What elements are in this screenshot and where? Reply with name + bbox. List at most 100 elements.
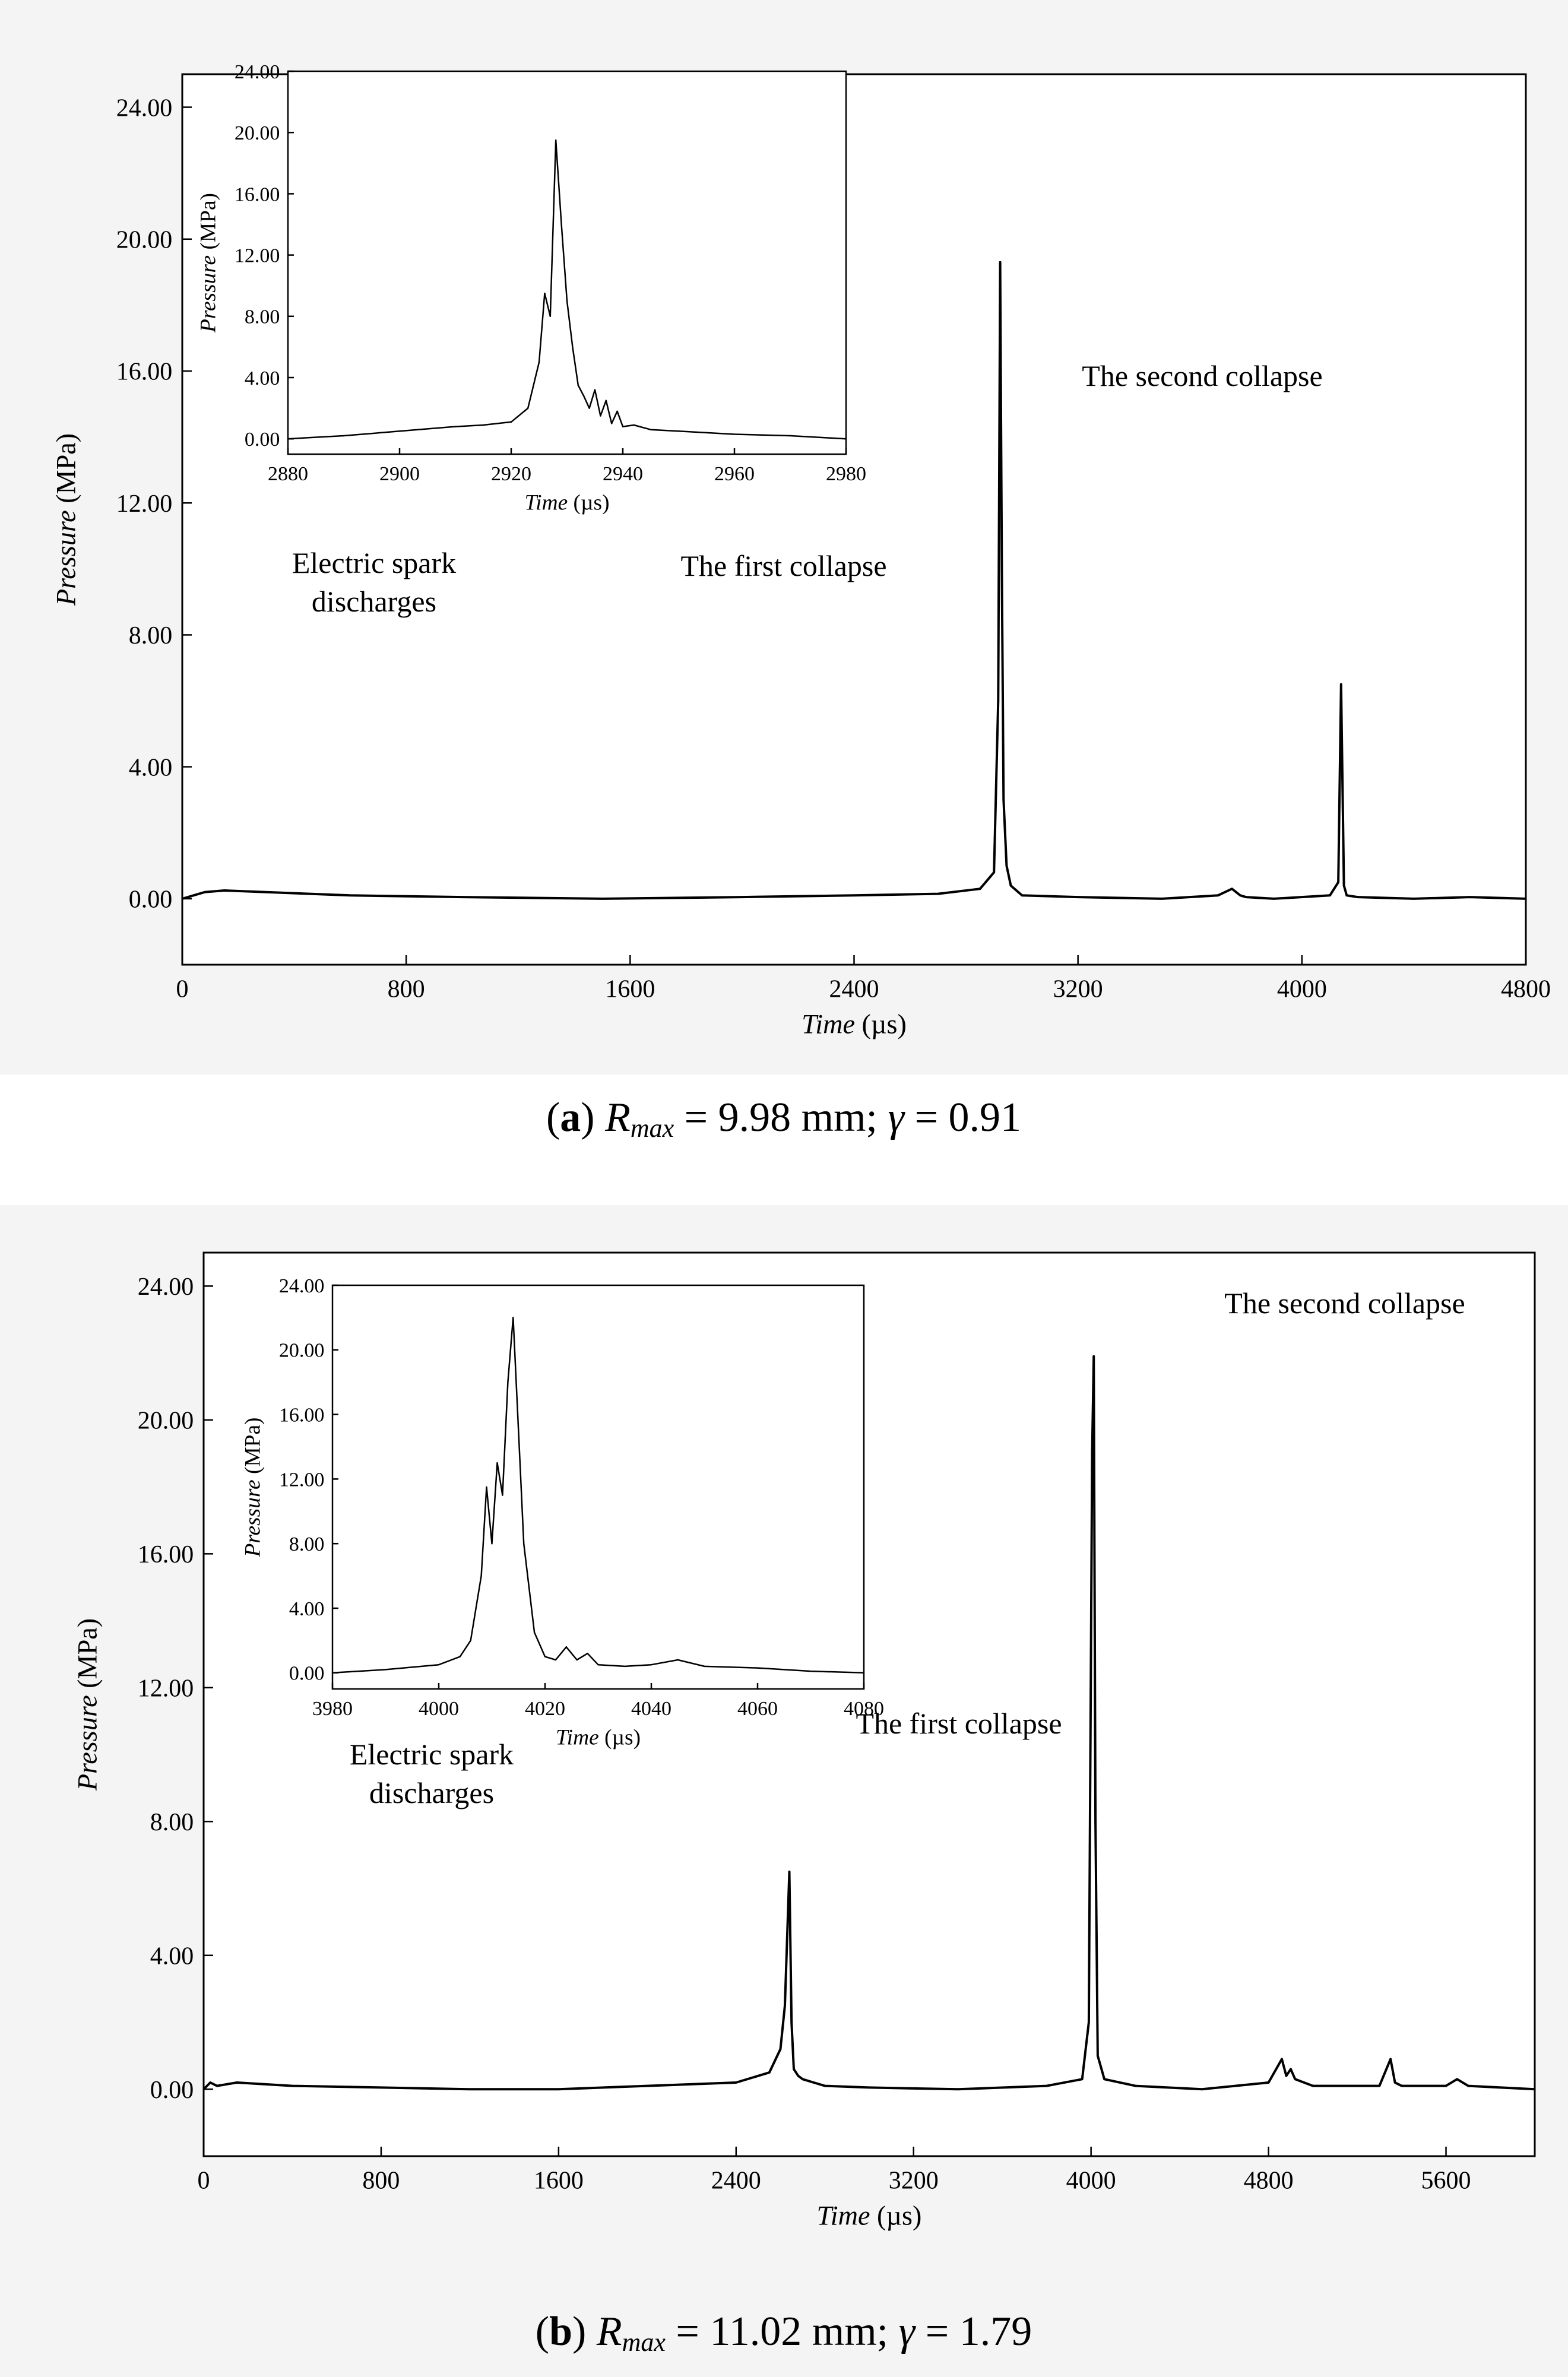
panel-a-inset-point-23 (633, 424, 635, 426)
panel-a-main-xtick-label-5: 4000 (1277, 976, 1327, 1003)
panel-b-main-point-7 (557, 2088, 560, 2090)
panel-a-main-xtick-label-1: 800 (388, 976, 425, 1003)
panel-a-main-point-17 (1005, 864, 1008, 867)
panel-a-main-point-24 (1239, 894, 1241, 896)
panel-b-inset-xtick-label-4: 4060 (737, 1698, 778, 1720)
panel-a-caption-part-3: R (604, 1095, 631, 1140)
panel-b-main-point-18 (812, 2081, 815, 2084)
panel-b-main-point-3 (236, 2081, 238, 2084)
panel-b-inset-ytick-label-3: 12.00 (279, 1469, 325, 1491)
panel-a-main-point-18 (1009, 885, 1012, 887)
panel-b-inset-point-14 (533, 1631, 536, 1633)
panel-b-main-point-33 (1281, 2058, 1283, 2061)
panel-b-caption-part-8: = 1.79 (915, 2309, 1032, 2354)
panel-b-main-xlabel-part-0: Time (817, 2201, 870, 2231)
panel-a-main-xtick-label-6: 4800 (1501, 976, 1551, 1003)
panel-b-annotation-first-collapse: The first collapse (856, 1707, 1062, 1740)
panel-b-main-ylabel: Pressure (MPa) (72, 1618, 102, 1791)
panel-b-inset-point-1 (385, 1669, 387, 1671)
panel-b-inset-point-25 (756, 1667, 759, 1669)
panel-b-inset-ytick-label-1: 4.00 (289, 1598, 325, 1620)
panel-b-main-point-6 (468, 2088, 471, 2090)
panel-a-main-point-31 (1345, 894, 1348, 896)
panel-a-inset-xlabel-part-0: Time (524, 491, 568, 515)
panel-b-inset-xtick-label-2: 4020 (525, 1698, 565, 1720)
panel-b-inset-point-15 (544, 1656, 546, 1657)
panel-a-main-xlabel-part-1: (µs) (855, 1009, 907, 1039)
panel-b-inset-xlabel-part-1: (µs) (599, 1726, 641, 1750)
panel-a-caption-part-6 (878, 1095, 888, 1140)
panel-a-inset-ytick-label-0: 0.00 (245, 429, 280, 451)
panel-b-main-xlabel: Time (µs) (817, 2201, 922, 2231)
panel-b-inset-point-19 (587, 1652, 588, 1655)
panel-a-main-point-12 (993, 871, 995, 874)
panel-b-main-ylabel-part-1: (MPa) (72, 1618, 102, 1695)
panel-a-inset-point-19 (605, 400, 607, 401)
panel-b-main-ytick-label-5: 20.00 (138, 1408, 194, 1435)
panel-b-main-point-8 (646, 2085, 648, 2087)
panel-a-inset-point-16 (588, 407, 590, 409)
panel-b-inset-point-16 (555, 1659, 557, 1661)
panel-a-main-point-1 (192, 894, 195, 896)
panel-b-inset-xtick-label-5: 4080 (844, 1698, 884, 1720)
panel-b-main-point-44 (1467, 2085, 1469, 2087)
panel-b-main-ytick-label-6: 24.00 (138, 1273, 194, 1301)
panel-b-main-point-26 (1092, 1355, 1095, 1358)
panel-a-caption: (a) Rmax = 9.98 mm; γ = 0.91 (546, 1095, 1021, 1143)
panel-a-main-ytick-label-4: 16.00 (116, 359, 173, 386)
panel-b-inset-point-3 (459, 1656, 461, 1657)
panel-b-inset-ytick-label-6: 24.00 (279, 1275, 325, 1297)
panel-a-main-series-line (182, 261, 1526, 900)
panel-a-inset-point-6 (527, 407, 529, 409)
panel-b-annotation-spark-line2: discharges (369, 1776, 494, 1809)
panel-b-main-ytick-label-2: 8.00 (150, 1809, 194, 1836)
panel-a-inset-point-15 (583, 395, 585, 397)
panel-a-main-xlabel: Time (µs) (802, 1009, 907, 1039)
panel-b-main-point-15 (793, 2068, 795, 2071)
panel-a-main-ytick-label-3: 12.00 (116, 490, 173, 518)
panel-b-main-ylabel-part-0: Pressure (72, 1695, 102, 1791)
panel-a-main-xlabel-part-0: Time (802, 1009, 855, 1039)
panel-b-main-point-9 (735, 2081, 737, 2084)
panel-b-caption: (b) Rmax = 11.02 mm; γ = 1.79 (536, 2309, 1032, 2357)
panel-b-inset-plot-frame (331, 1284, 865, 1690)
panel-b-inset-point-4 (470, 1640, 471, 1641)
panel-a-main-point-2 (204, 891, 206, 893)
panel-b-main-point-36 (1294, 2078, 1297, 2080)
panel-a-main-point-27 (1329, 894, 1331, 896)
panel-a-inset-point-12 (566, 300, 568, 302)
panel-b-inset-point-0 (331, 1672, 334, 1674)
panel-a-inset-point-27 (733, 433, 736, 435)
panel-b-inset-ylabel-part-1: (MPa) (241, 1417, 265, 1479)
panel-a-caption-part-4: max (631, 1114, 674, 1143)
panel-b-inset-xlabel: Time (µs) (556, 1726, 641, 1750)
panel-a-main-ytick-label-6: 24.00 (116, 94, 173, 122)
panel-b-main-point-0 (202, 2088, 205, 2090)
panel-a-main-point-22 (1217, 894, 1219, 896)
panel-b-main-xtick-label-2: 1600 (534, 2167, 584, 2195)
panel-b-inset-point-5 (480, 1575, 482, 1577)
panel-b-inset-point-10 (507, 1381, 509, 1383)
panel-b-main-xlabel-part-1: (µs) (870, 2201, 921, 2231)
panel-b-inset-xtick-label-0: 3980 (312, 1698, 353, 1720)
panel-b-inset-point-6 (486, 1486, 487, 1488)
panel-a-inset-ylabel: Pressure (MPa) (197, 193, 221, 333)
panel-b-main-point-2 (216, 2085, 218, 2087)
panel-a-inset-xlabel: Time (µs) (524, 491, 609, 515)
panel-a-main-ylabel-part-0: Pressure (50, 510, 81, 606)
panel-b-main-point-28 (1097, 2055, 1099, 2057)
panel-a-inset-ylabel-part-0: Pressure (197, 255, 221, 333)
panel-a-inset-point-14 (577, 384, 579, 386)
panel-a-caption-part-7: γ (888, 1095, 905, 1140)
panel-a-main-point-10 (937, 892, 939, 895)
panel-a-inset-point-5 (510, 421, 512, 423)
panel-b-inset-ylabel: Pressure (MPa) (241, 1417, 265, 1557)
panel-a-inset-xtick-label-1: 2900 (379, 463, 420, 485)
panel-a-main-ylabel: Pressure (MPa) (50, 433, 81, 606)
panel-b-main-point-27 (1094, 1820, 1097, 1823)
panel-b-inset-point-22 (650, 1664, 652, 1666)
panel-a-main-point-7 (601, 898, 603, 900)
panel-b-main-point-19 (823, 2085, 826, 2087)
panel-a-main-point-25 (1244, 896, 1247, 898)
